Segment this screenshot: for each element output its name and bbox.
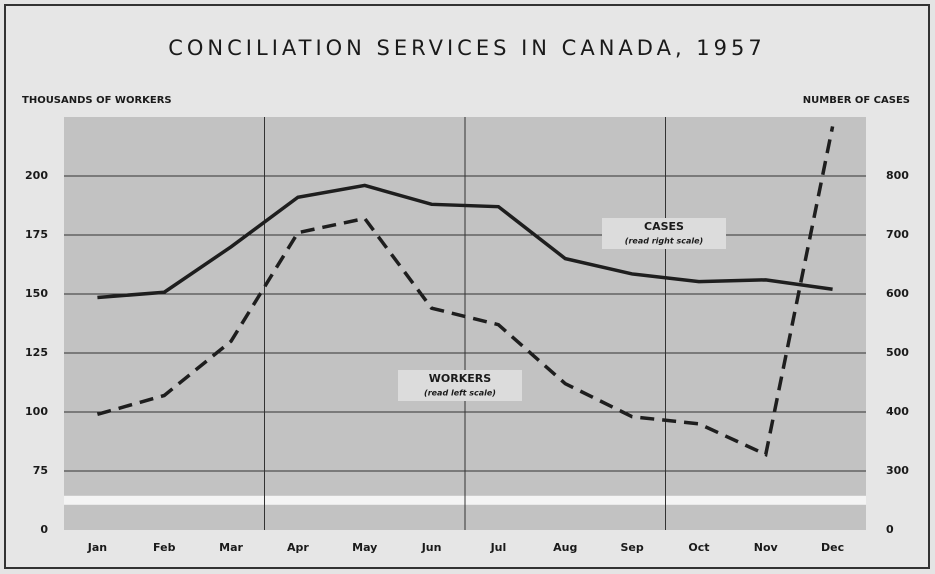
x-tick-label: Feb bbox=[153, 541, 176, 554]
x-tick-label: Oct bbox=[688, 541, 709, 554]
annotation-box bbox=[398, 370, 522, 401]
x-tick-label: Dec bbox=[821, 541, 844, 554]
x-tick-label: May bbox=[352, 541, 377, 554]
x-tick-label: Jan bbox=[87, 541, 107, 554]
x-tick-label: Mar bbox=[219, 541, 243, 554]
annotation-note: (read left scale) bbox=[424, 389, 496, 398]
y2-tick-label: 500 bbox=[886, 346, 909, 359]
chart-title: CONCILIATION SERVICES IN CANADA, 1957 bbox=[168, 36, 766, 60]
x-tick-label: Jun bbox=[421, 541, 442, 554]
y-tick-label: 0 bbox=[40, 523, 48, 536]
y2-tick-label: 300 bbox=[886, 464, 909, 477]
x-tick-label: Jul bbox=[490, 541, 507, 554]
series-line bbox=[97, 183, 833, 300]
y2-tick-label: 600 bbox=[886, 287, 909, 300]
x-tick-label: Nov bbox=[754, 541, 779, 554]
y2-tick-label: 700 bbox=[886, 228, 909, 241]
y-tick-label: 200 bbox=[25, 169, 48, 182]
y2-tick-label: 800 bbox=[886, 169, 909, 182]
y-tick-label: 100 bbox=[25, 405, 48, 418]
y-tick-label: 175 bbox=[25, 228, 48, 241]
x-tick-label: Apr bbox=[287, 541, 309, 554]
y2-axis-label: NUMBER OF CASES bbox=[803, 95, 910, 106]
x-tick-label: Sep bbox=[620, 541, 643, 554]
annotation-label: CASES bbox=[644, 220, 684, 233]
y-tick-label: 125 bbox=[25, 346, 48, 359]
series-line bbox=[96, 126, 835, 457]
y-tick-label: 75 bbox=[33, 464, 48, 477]
y2-tick-label: 0 bbox=[886, 523, 894, 536]
x-tick-label: Aug bbox=[553, 541, 577, 554]
annotation-note: (read right scale) bbox=[625, 237, 703, 246]
annotation-box bbox=[602, 218, 726, 249]
y-axis-label: THOUSANDS OF WORKERS bbox=[22, 95, 172, 106]
y-tick-label: 150 bbox=[25, 287, 48, 300]
y2-tick-label: 400 bbox=[886, 405, 909, 418]
annotation-label: WORKERS bbox=[429, 372, 491, 385]
